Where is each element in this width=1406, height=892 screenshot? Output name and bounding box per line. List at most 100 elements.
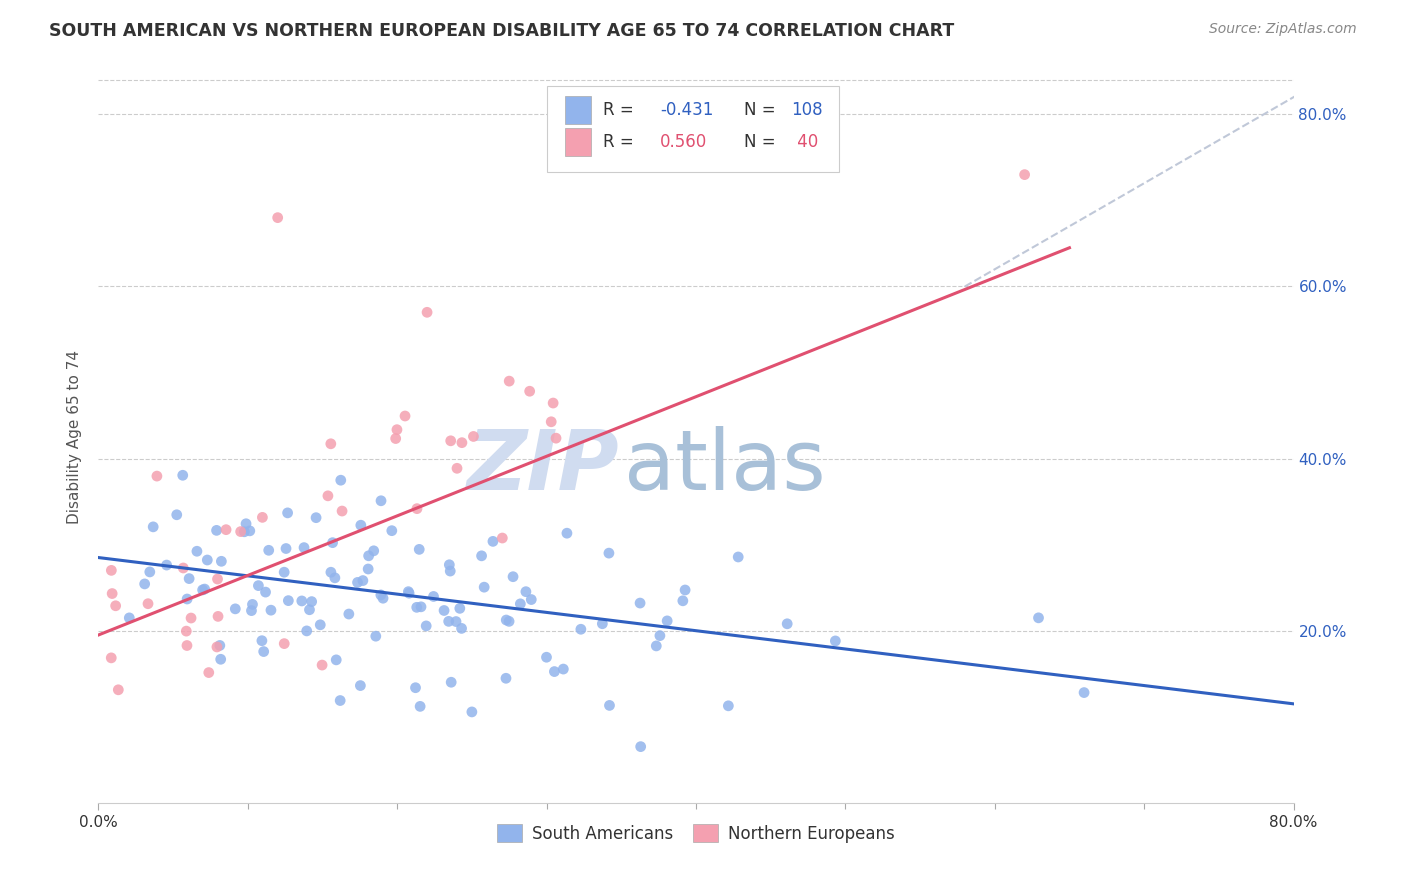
- Text: atlas: atlas: [624, 425, 825, 507]
- Point: [176, 639, 198, 653]
- Point: [146, 469, 169, 483]
- Point: [398, 586, 420, 600]
- Point: [357, 562, 380, 576]
- Text: N =: N =: [744, 133, 780, 152]
- Bar: [565, 128, 591, 156]
- Text: 108: 108: [792, 101, 823, 120]
- Point: [437, 615, 460, 629]
- Point: [463, 429, 485, 443]
- Point: [252, 510, 274, 524]
- Point: [502, 570, 524, 584]
- Point: [352, 574, 374, 588]
- Point: [215, 523, 238, 537]
- Point: [648, 629, 671, 643]
- Point: [242, 598, 264, 612]
- Point: [295, 624, 318, 638]
- Point: [319, 437, 342, 451]
- Text: 40: 40: [792, 133, 818, 152]
- Point: [208, 639, 231, 653]
- Point: [180, 611, 202, 625]
- Point: [598, 698, 620, 713]
- Point: [233, 524, 256, 539]
- Text: Source: ZipAtlas.com: Source: ZipAtlas.com: [1209, 22, 1357, 37]
- Point: [1014, 168, 1036, 182]
- Point: [471, 549, 494, 563]
- Point: [482, 534, 505, 549]
- Point: [657, 614, 679, 628]
- Point: [309, 617, 332, 632]
- Point: [519, 384, 541, 399]
- Point: [156, 558, 179, 572]
- Point: [371, 591, 394, 606]
- Point: [444, 615, 467, 629]
- Point: [139, 565, 162, 579]
- Point: [100, 651, 122, 665]
- Point: [408, 542, 430, 557]
- FancyBboxPatch shape: [547, 86, 839, 172]
- Point: [322, 535, 344, 549]
- Point: [1073, 685, 1095, 699]
- Point: [536, 650, 558, 665]
- Point: [509, 597, 531, 611]
- Point: [273, 565, 295, 579]
- Point: [422, 590, 444, 604]
- Point: [543, 665, 565, 679]
- Point: [406, 501, 429, 516]
- Text: R =: R =: [603, 101, 638, 120]
- Point: [136, 597, 159, 611]
- Point: [291, 594, 314, 608]
- Text: ZIP: ZIP: [465, 425, 619, 507]
- Text: SOUTH AMERICAN VS NORTHERN EUROPEAN DISABILITY AGE 65 TO 74 CORRELATION CHART: SOUTH AMERICAN VS NORTHERN EUROPEAN DISA…: [49, 22, 955, 40]
- Point: [118, 611, 141, 625]
- Point: [166, 508, 188, 522]
- Point: [247, 579, 270, 593]
- Legend: South Americans, Northern Europeans: South Americans, Northern Europeans: [491, 818, 901, 849]
- Point: [357, 549, 380, 563]
- Bar: [565, 96, 591, 124]
- Point: [209, 652, 232, 666]
- Point: [415, 619, 437, 633]
- Point: [316, 489, 339, 503]
- Point: [179, 572, 201, 586]
- Point: [672, 594, 695, 608]
- Point: [495, 613, 517, 627]
- Text: R =: R =: [603, 133, 638, 152]
- Point: [405, 681, 427, 695]
- Point: [260, 603, 283, 617]
- Point: [717, 698, 740, 713]
- Point: [451, 435, 474, 450]
- Point: [381, 524, 404, 538]
- Y-axis label: Disability Age 65 to 74: Disability Age 65 to 74: [67, 350, 83, 524]
- Point: [329, 473, 352, 487]
- Point: [209, 554, 232, 568]
- Point: [224, 602, 246, 616]
- Point: [172, 561, 194, 575]
- Point: [776, 616, 799, 631]
- Point: [207, 572, 229, 586]
- Point: [176, 592, 198, 607]
- Point: [207, 609, 229, 624]
- Point: [254, 585, 277, 599]
- Point: [229, 524, 252, 539]
- Point: [325, 653, 347, 667]
- Point: [195, 553, 218, 567]
- Point: [349, 679, 371, 693]
- Text: 0.560: 0.560: [661, 133, 707, 152]
- Point: [384, 432, 406, 446]
- Point: [235, 516, 257, 531]
- Point: [107, 682, 129, 697]
- Point: [472, 580, 495, 594]
- Point: [727, 549, 749, 564]
- Point: [104, 599, 127, 613]
- Point: [253, 644, 276, 658]
- Point: [337, 607, 360, 621]
- Point: [194, 582, 217, 596]
- Point: [440, 434, 463, 448]
- Point: [301, 594, 323, 608]
- Point: [267, 211, 290, 225]
- Point: [553, 662, 575, 676]
- Point: [598, 546, 620, 560]
- Point: [100, 563, 122, 577]
- Point: [824, 634, 846, 648]
- Point: [172, 468, 194, 483]
